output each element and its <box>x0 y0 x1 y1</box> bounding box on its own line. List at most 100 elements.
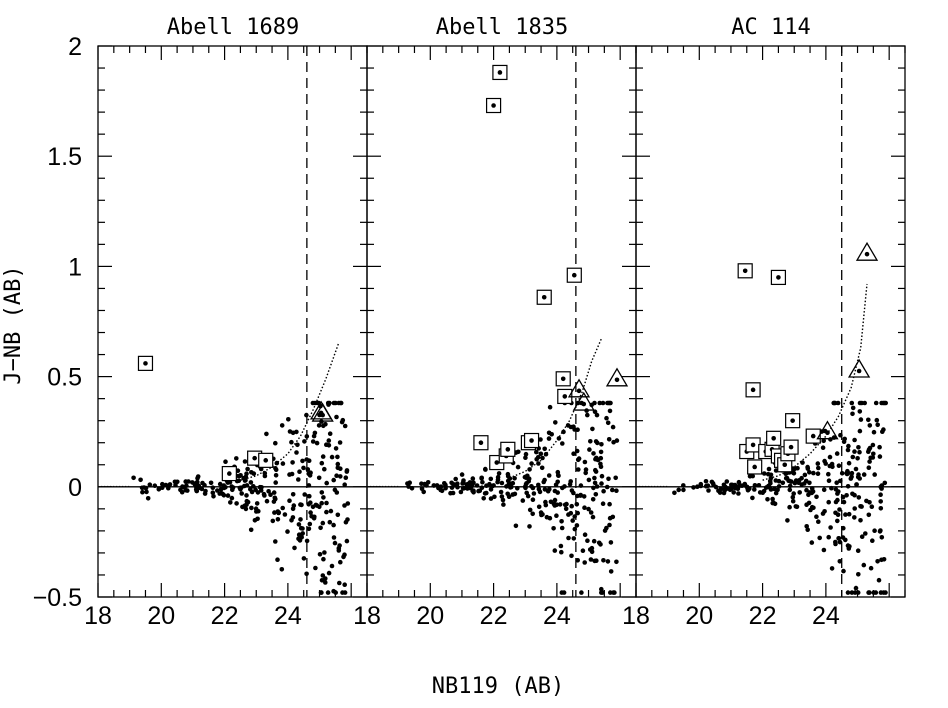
panel-1-star-point <box>295 442 300 448</box>
panel-1-star-point <box>328 508 334 514</box>
panel-2-triangle-marker <box>567 378 591 398</box>
frame-layer <box>97 45 906 598</box>
panel-1-star-point <box>223 485 228 490</box>
panel-1-star-point <box>305 467 311 472</box>
panel-2-star-point <box>559 590 565 595</box>
panel-1-star-point <box>215 488 220 493</box>
panel-3-triangle-point <box>864 251 870 257</box>
panel-3-star-point <box>793 504 799 509</box>
panel-1-star-point <box>297 538 303 543</box>
panel-2-star-point <box>599 473 605 479</box>
panel-1-star-point <box>144 489 149 495</box>
panel-2-star-point <box>553 420 558 425</box>
panel-3-star-point <box>752 483 758 488</box>
panel-1-star-point <box>308 500 313 506</box>
panel-1-star-point <box>195 474 201 479</box>
panel-1-star-point <box>266 489 271 494</box>
panel-2-star-point <box>591 451 596 456</box>
panel-2-star-point <box>605 559 611 564</box>
panel-2-star-point <box>458 489 464 495</box>
panel-3-star-point <box>873 590 879 595</box>
panel-title-1: Abell 1689 <box>167 15 299 40</box>
panel-3-triangle-point <box>825 430 830 436</box>
panel-2-star-point <box>540 455 545 461</box>
panel-3-star-point <box>854 482 859 488</box>
panel-2-star-point <box>569 553 574 559</box>
panel-1-star-point <box>341 554 346 560</box>
panel-2-star-point <box>600 501 606 507</box>
panel-1-star-point <box>342 423 348 429</box>
panel-2-star-point <box>612 590 617 595</box>
panel-1-star-point <box>326 570 332 576</box>
panel-2-star-point <box>594 412 600 418</box>
panel-2-frame <box>366 45 637 598</box>
panel-3-star-point <box>790 498 796 504</box>
panel-1-star-point <box>319 490 325 495</box>
panel-3-star-point <box>849 470 855 476</box>
panel-3-star-point <box>845 447 851 453</box>
panel-3-star-point <box>841 499 847 505</box>
panel-1-star-point <box>239 491 244 496</box>
panel-2-star-point <box>613 475 618 481</box>
panel-2-square-point <box>505 447 511 452</box>
panel-1-star-point <box>335 465 341 471</box>
panel-2-star-point <box>552 548 558 553</box>
panel-2-star-point <box>470 476 476 481</box>
panel-1-star-point <box>141 485 147 490</box>
panel-3-star-point <box>762 471 767 476</box>
panel-1-star-point <box>321 423 326 429</box>
panel-2-star-point <box>599 586 604 592</box>
panel-1-star-point <box>327 431 333 437</box>
panel-1-x-tick-label: 24 <box>274 602 302 630</box>
panel-1-star-point <box>194 488 199 494</box>
panel-3-star-point <box>802 472 808 478</box>
panel-3-star-point <box>806 500 812 506</box>
panel-1-star-point <box>336 400 342 406</box>
panel-2-x-tick-label: 24 <box>543 602 571 630</box>
panel-2-star-point <box>578 492 583 498</box>
panel-1-star-point <box>252 518 258 523</box>
panel-3-star-point <box>840 494 846 500</box>
panel-1-star-point <box>223 459 228 465</box>
panel-3-star-point <box>771 500 776 505</box>
panel-2-star-point <box>516 449 521 455</box>
panel-3-square-point <box>742 268 748 274</box>
panel-3-star-point <box>681 483 686 488</box>
panel-1-star-point <box>273 467 279 473</box>
panel-2-star-point <box>559 549 564 555</box>
panel-2-star-point <box>477 488 483 494</box>
panel-2-triangle-point <box>581 401 587 407</box>
panel-1-star-point <box>308 510 313 515</box>
panel-1-star-point <box>225 493 231 498</box>
panel-2-star-point <box>604 415 609 421</box>
panel-2-star-point <box>608 540 614 545</box>
panel-3-star-point <box>846 460 852 466</box>
panel-1-star-point <box>287 429 293 434</box>
panel-2-star-point <box>565 423 571 428</box>
panel-1-star-point <box>249 505 254 511</box>
panel-3-x-tick-label: 18 <box>622 602 650 630</box>
panel-1-star-point <box>270 518 276 524</box>
panel-1-star-point <box>344 469 350 474</box>
panel-1-star-point <box>253 509 259 514</box>
panel-1-star-point <box>217 481 223 487</box>
panel-1-star-point <box>273 473 279 478</box>
panel-1-star-point <box>289 471 295 477</box>
panel-2-star-point <box>564 501 569 507</box>
panel-3-star-point <box>728 486 733 492</box>
panel-3-star-point <box>809 486 815 491</box>
panel-2-star-point <box>551 526 556 531</box>
panel-2-star-point <box>491 483 496 488</box>
panel-2-star-point <box>556 436 562 441</box>
y-tick-label: 0.5 <box>47 364 82 392</box>
panel-2-star-point <box>592 480 598 486</box>
panel-3-star-point <box>846 511 852 517</box>
panel-2-star-point <box>530 497 536 503</box>
panel-3-triangle-marker <box>847 358 871 378</box>
panel-1-star-point <box>211 494 216 499</box>
panel-3-star-point <box>767 478 773 484</box>
panel-1-star-point <box>203 488 208 494</box>
panel-1-star-point <box>318 525 323 531</box>
panel-3-star-point <box>809 540 815 545</box>
panel-2-triangle-marker <box>605 367 629 387</box>
